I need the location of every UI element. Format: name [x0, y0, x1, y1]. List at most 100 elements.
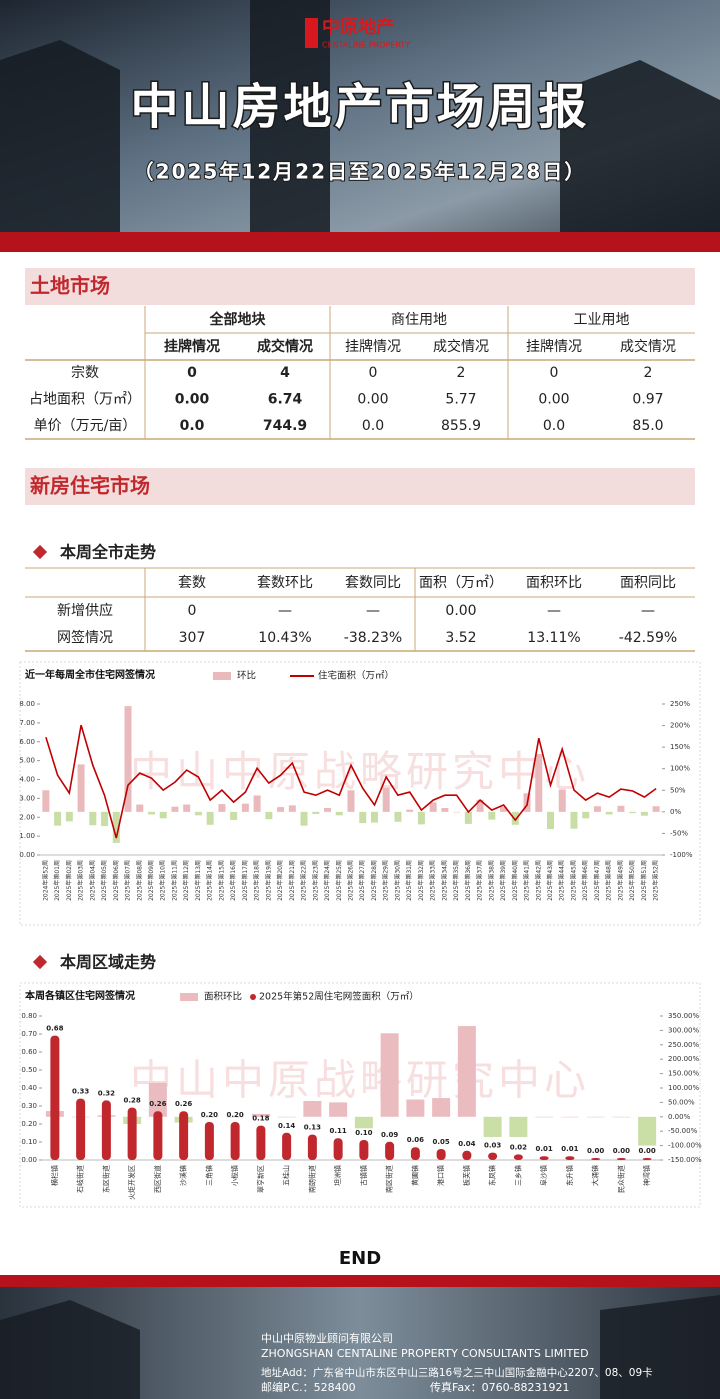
column-header: 成交情况: [257, 338, 313, 355]
y2-tick-label: -100.00%: [668, 1142, 702, 1150]
y-tick-label: 0.30: [21, 1102, 37, 1110]
area-bar: [591, 1158, 601, 1160]
column-header: 套数: [178, 575, 206, 591]
ratio-bar: [159, 811, 167, 819]
x-tick-label: 神湾镇: [642, 1165, 651, 1186]
ratio-bar: [380, 1033, 399, 1117]
table-cell: 744.9: [263, 418, 307, 434]
x-tick-label: 2024年第52周: [41, 860, 49, 901]
table-cell: 5.77: [445, 392, 476, 408]
ratio-bar: [136, 804, 144, 812]
ratio-bar: [77, 764, 85, 812]
ratio-bar: [218, 804, 226, 812]
y2-tick-label: 100%: [670, 765, 690, 773]
ratio-bar: [206, 811, 214, 825]
x-tick-label: 沙溪镇: [179, 1165, 188, 1186]
x-tick-label: 2025年第34周: [440, 860, 448, 901]
y2-tick-label: 50%: [670, 786, 686, 794]
area-bar: [539, 1156, 549, 1160]
value-label: 0.00: [613, 1147, 630, 1155]
table-cell: 85.0: [632, 418, 663, 434]
x-tick-label: 2025年第01周: [53, 860, 61, 901]
x-tick-label: 2025年第13周: [194, 860, 202, 901]
ratio-bar: [183, 804, 191, 812]
x-tick-label: 2025年第52周: [652, 860, 660, 901]
company-english: ZHONGSHAN CENTALINE PROPERTY CONSULTANTS…: [261, 1347, 589, 1360]
ratio-bar: [570, 811, 578, 829]
area-bar: [385, 1141, 395, 1160]
x-tick-label: 2025年第29周: [382, 860, 390, 901]
district-chart: 中山中原战略研究中心 本周各镇区住宅网签情况 0.00 0.10 0.20 0.30 0.4…: [19, 982, 702, 1208]
area-bar: [127, 1107, 137, 1160]
table-cell: -42.59%: [619, 630, 677, 646]
x-tick-label: 2025年第12周: [182, 860, 190, 901]
table-cell: 0.0: [543, 418, 565, 434]
table-cell: —: [278, 603, 292, 619]
ratio-bar: [324, 807, 332, 812]
ratio-bar: [453, 811, 461, 813]
table-cell: 0: [369, 365, 378, 381]
x-tick-label: 2025年第09周: [147, 860, 155, 901]
ratio-bar: [354, 1116, 373, 1129]
x-tick-label: 五桂山: [282, 1165, 291, 1186]
x-tick-label: 火炬开发区: [127, 1165, 136, 1200]
company-address: 地址Add：广东省中山市东区中山三路16号之三中山国际金融中心2207、08、0…: [261, 1366, 653, 1379]
ratio-bar: [652, 806, 660, 812]
ratio-bar: [629, 811, 637, 814]
ratio-bar: [582, 811, 590, 819]
column-header: 面积同比: [620, 575, 676, 591]
y-tick-label: 0.70: [21, 1030, 37, 1038]
area-bar: [616, 1158, 626, 1160]
x-tick-label: 2025年第05周: [100, 860, 108, 901]
x-tick-label: 2025年第28周: [370, 860, 378, 901]
x-tick-label: 2025年第27周: [358, 860, 366, 901]
chart-title: 本周各镇区住宅网签情况: [25, 989, 135, 1002]
y-tick-label: 1.00: [19, 832, 35, 840]
value-label: 0.00: [638, 1147, 655, 1155]
table-cell: 855.9: [441, 418, 481, 434]
column-header: 挂牌情况: [345, 338, 401, 355]
ratio-bar: [253, 795, 261, 812]
x-tick-label: 2025年第39周: [499, 860, 507, 901]
y2-tick-label: 50.00%: [668, 1098, 695, 1106]
x-tick-label: 2025年第41周: [523, 860, 531, 901]
area-bar: [230, 1122, 240, 1160]
ratio-bar: [312, 811, 320, 815]
x-tick-label: 2025年第06周: [112, 860, 120, 901]
table-cell: 0.00: [538, 392, 569, 408]
table-cell: 307: [179, 630, 206, 646]
x-tick-label: 民众街道: [616, 1165, 625, 1193]
x-tick-label: 石岐街道: [76, 1165, 85, 1193]
table-cell: 0.0: [362, 418, 384, 434]
ratio-bar: [101, 811, 109, 827]
ratio-bar: [382, 787, 390, 812]
x-tick-label: 阜沙镇: [539, 1165, 548, 1186]
ratio-bar: [558, 789, 566, 812]
y-tick-label: 0.20: [21, 1120, 37, 1128]
row-label: 占地面积（万㎡）: [29, 392, 141, 408]
ratio-bar: [226, 1116, 245, 1118]
x-tick-label: 2025年第24周: [323, 860, 331, 901]
ratio-bar: [65, 811, 73, 822]
x-tick-label: 2025年第47周: [593, 860, 601, 901]
chart-frame: [19, 982, 701, 1208]
legend-label: 2025年第52周住宅网签面积（万㎡）: [259, 991, 419, 1003]
table-cell: 0.97: [632, 392, 663, 408]
x-tick-label: 东升镇: [565, 1165, 574, 1186]
table-cell: 2: [644, 365, 653, 381]
y-tick-label: 0.00: [21, 1156, 37, 1164]
ratio-bar: [638, 1116, 657, 1146]
chart-title: 近一年每周全市住宅网签情况: [25, 668, 155, 681]
ratio-bar: [329, 1102, 348, 1117]
x-tick-label: 三乡镇: [513, 1165, 522, 1186]
row-label: 网签情况: [57, 629, 113, 646]
section-title: 土地市场: [30, 274, 110, 298]
area-bar: [333, 1138, 343, 1160]
area-bar: [179, 1111, 189, 1160]
column-header: 套数同比: [345, 575, 401, 591]
column-header: 成交情况: [433, 338, 489, 355]
ratio-bar: [277, 807, 285, 812]
group-header: 商住用地: [391, 312, 447, 328]
area-bar: [50, 1035, 60, 1160]
